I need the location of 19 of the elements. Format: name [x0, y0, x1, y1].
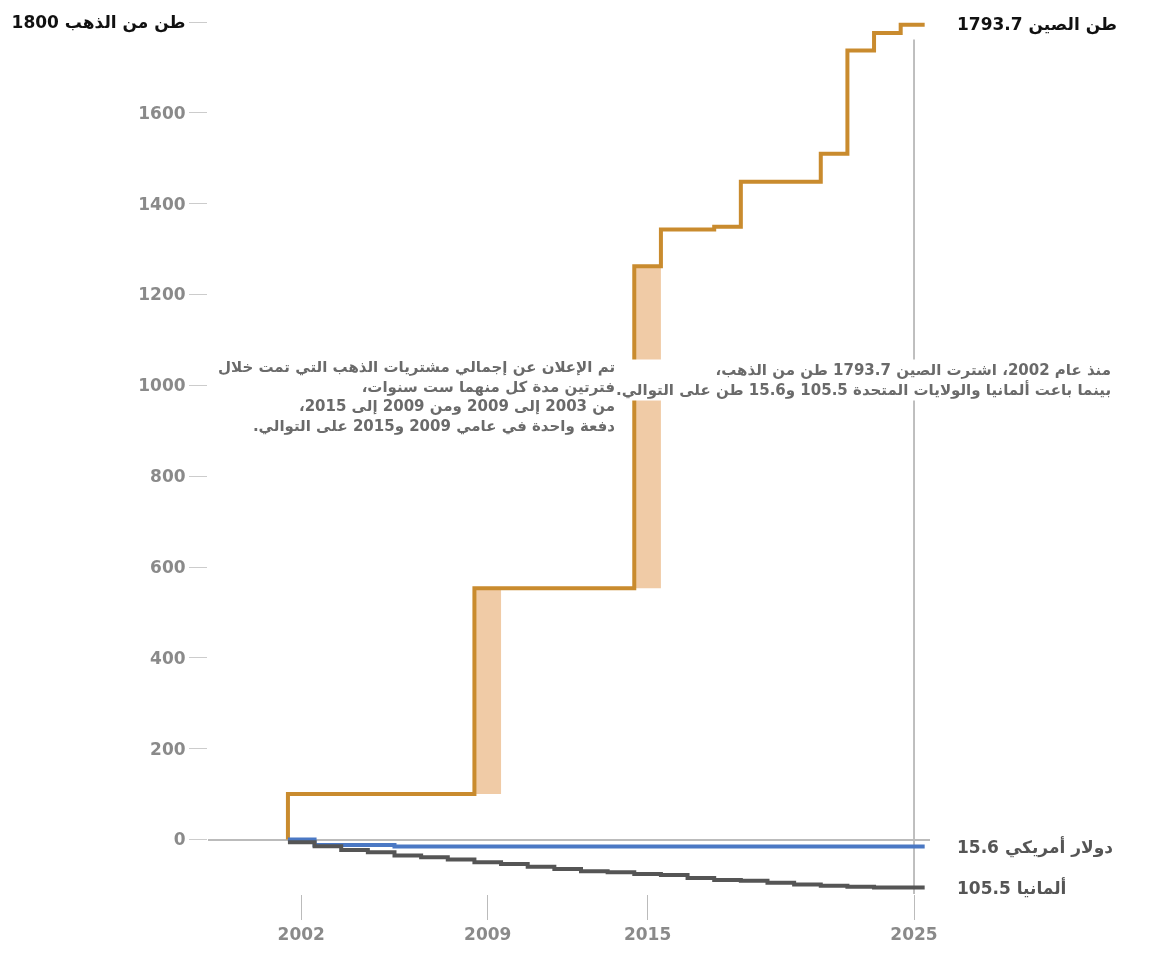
- text: 15.6 دولار أمريكي: [957, 836, 1114, 858]
- text: 1793.7 طن الصين: [957, 14, 1117, 35]
- x-tick-label: 2009: [464, 924, 512, 945]
- y-tick-label: 1400: [138, 193, 186, 214]
- text: 105.5 ألمانيا: [957, 877, 1067, 898]
- y-tick-label: 600: [150, 556, 186, 577]
- y-tick-label: 1000: [138, 375, 186, 396]
- y-tick-label: 1200: [138, 284, 186, 305]
- y-tick-label: 800: [150, 466, 186, 487]
- y-tick-label: 1600: [138, 102, 186, 123]
- y-tick-label: 1800 طن من الذهب: [11, 11, 186, 33]
- annotation: تم الإعلان عن إجمالي مشتريات الذهب التي تمت خلال فترتين مدة كل منهما ست سنوات، من 2003 إلى 2009 ومن 2009 إلى 2015، دفعة واحدة في عامي 2009 و2015 على التوالي.: [218, 358, 616, 435]
- y-tick-label: 200: [150, 738, 186, 759]
- annotation: منذ عام 2002، اشترت الصين 1793.7 طن من الذهب، بينما باعت ألمانيا والولايات المتحدة 105.5 و15.6 طن على التوالي.: [616, 361, 1112, 399]
- x-tick-label: 2025: [890, 924, 938, 945]
- x-tick-label: 2002: [277, 924, 325, 945]
- y-tick-label: 400: [150, 647, 186, 668]
- y-tick-label: 0: [173, 829, 186, 850]
- x-tick-label: 2015: [623, 924, 672, 945]
